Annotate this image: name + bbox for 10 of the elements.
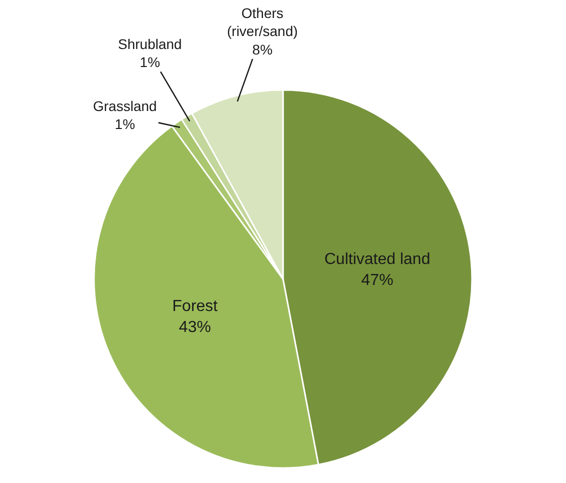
data-label: 43% xyxy=(178,318,211,336)
data-label: 47% xyxy=(361,272,394,289)
slice-label: Grassland xyxy=(93,98,157,114)
slice-label: Others (river/sand) xyxy=(227,5,298,40)
data-label: 1% xyxy=(114,116,136,132)
data-label: 1% xyxy=(140,54,160,70)
slice-label: Cultivated land xyxy=(324,251,430,268)
slice-label: Forest xyxy=(172,298,218,316)
slice-label: Shrubland xyxy=(118,36,182,52)
data-label: 8% xyxy=(252,41,273,58)
